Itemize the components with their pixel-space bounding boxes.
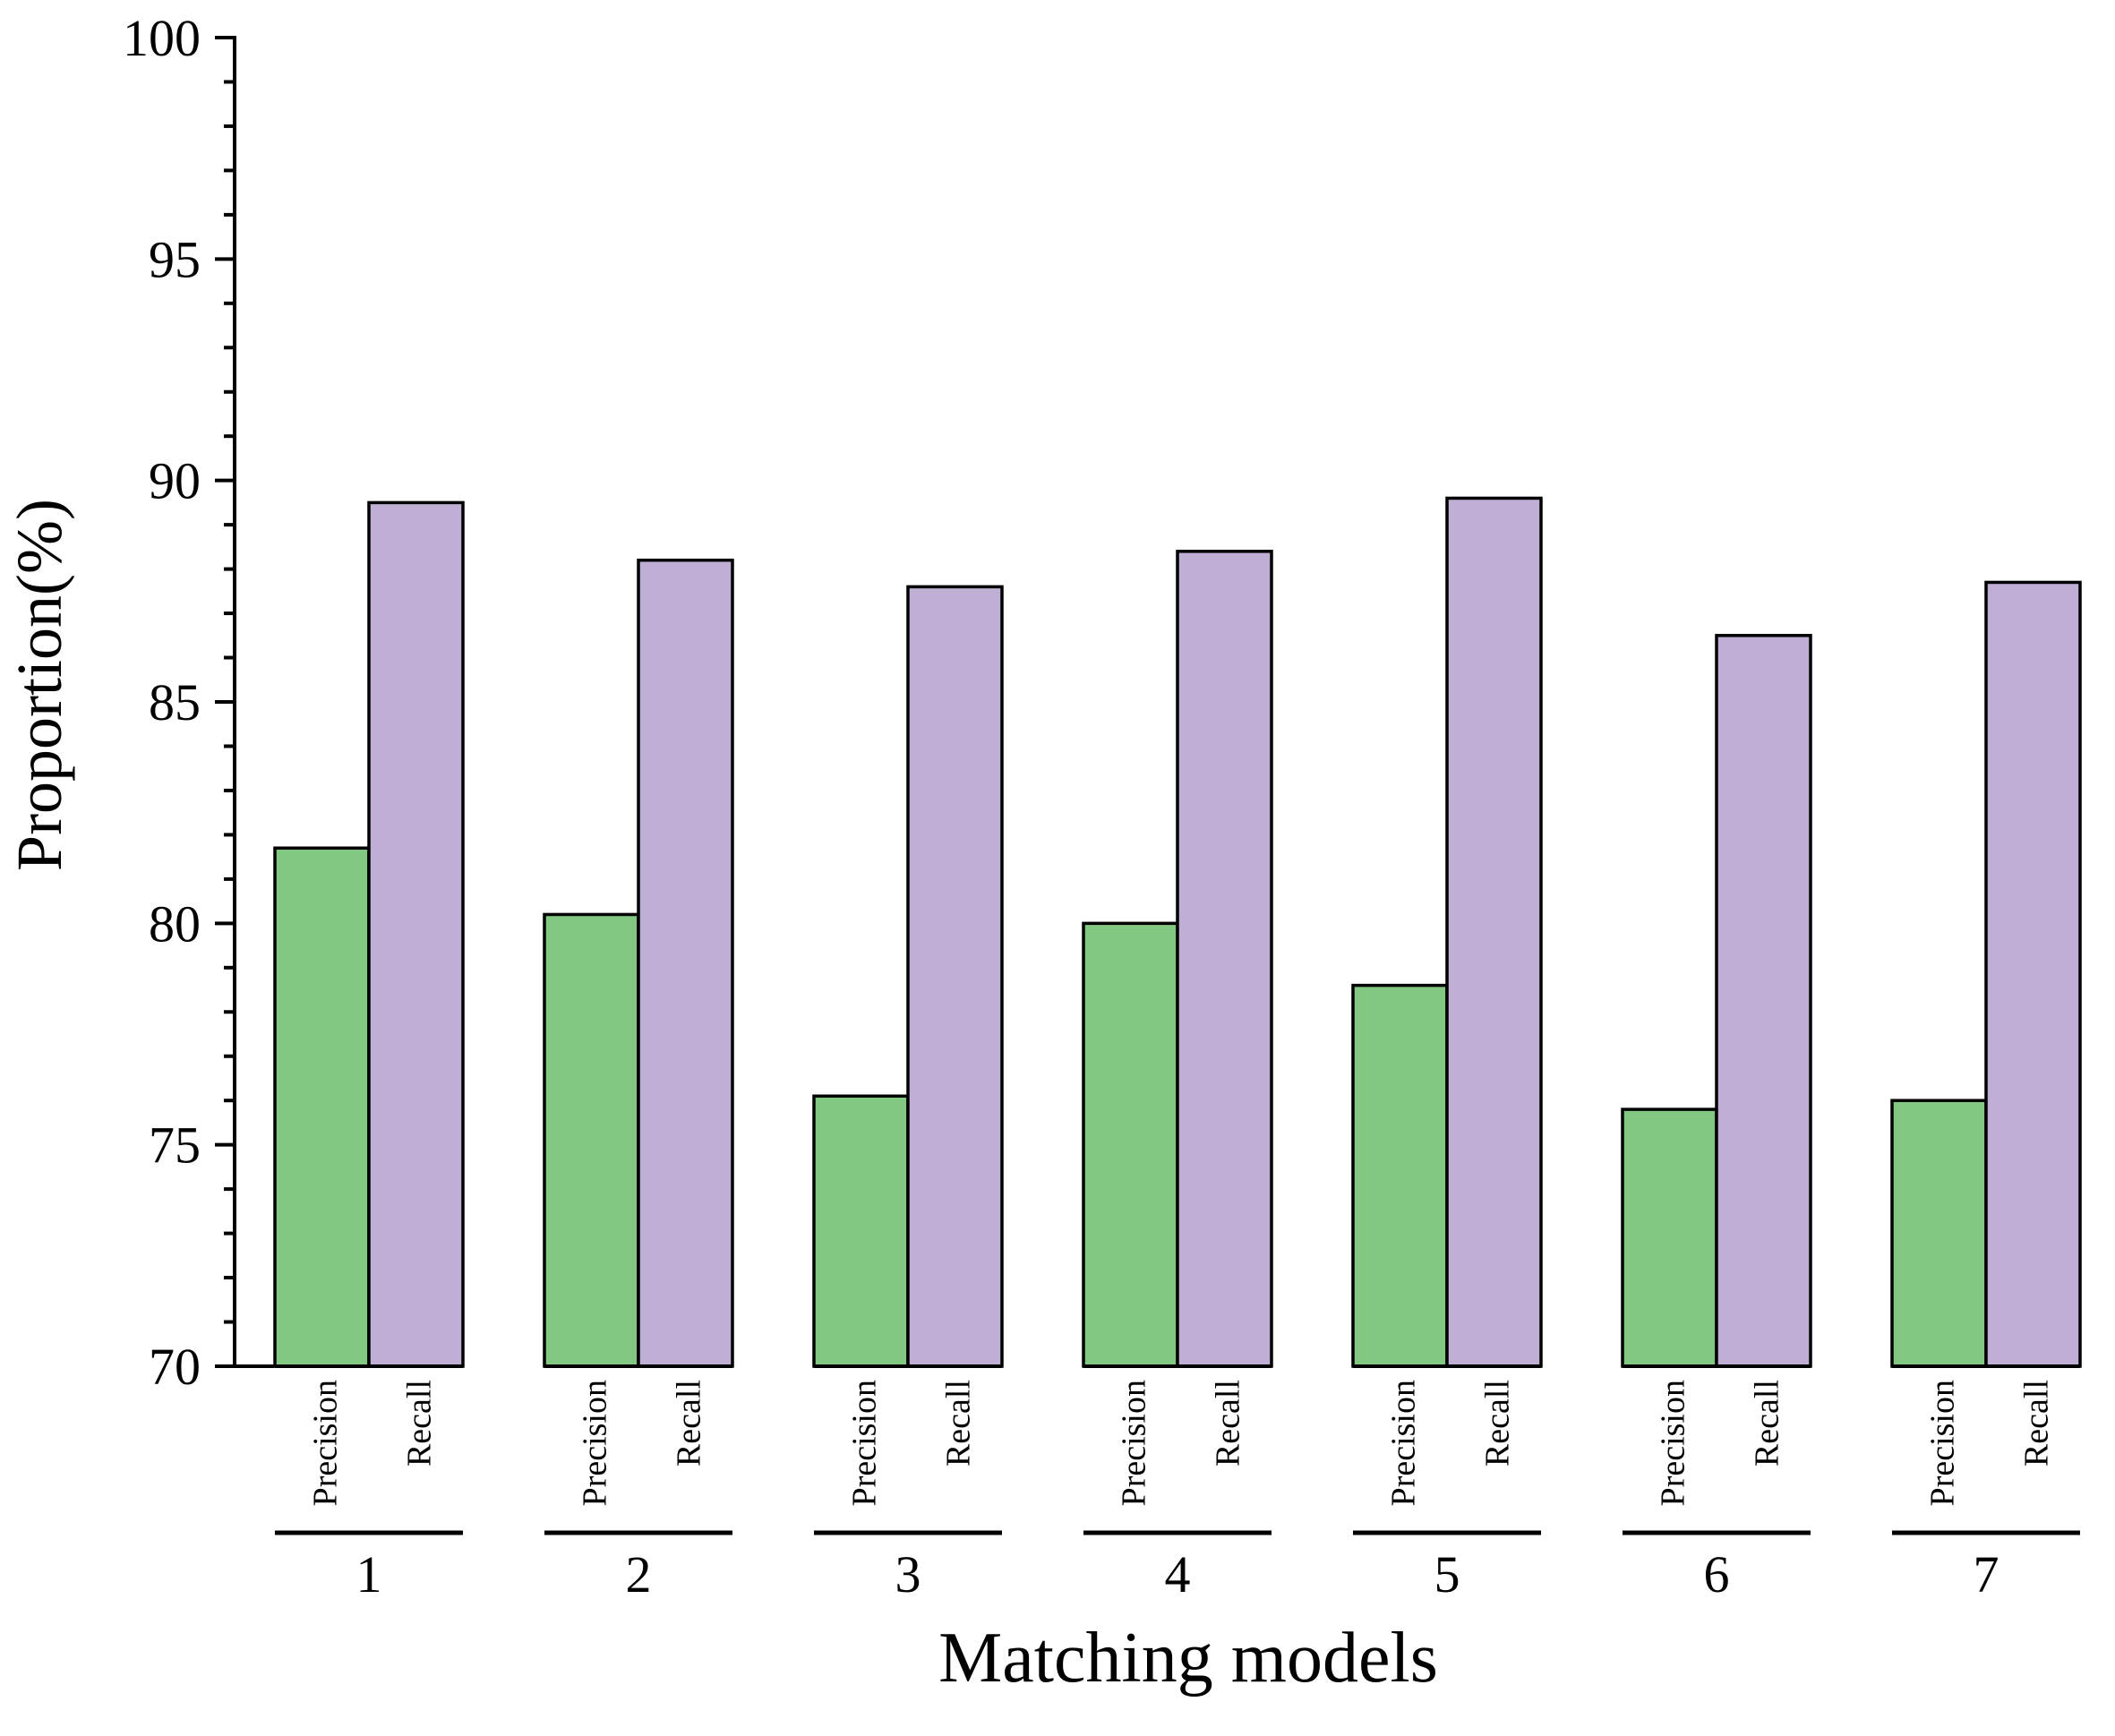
- x-axis-title: Matching models: [938, 1619, 1438, 1698]
- bar-precision-7: [1890, 1099, 1988, 1368]
- y-tick-label: 70: [149, 1338, 201, 1396]
- bar-precision-3: [812, 1094, 910, 1368]
- bar-group-1: [273, 500, 465, 1368]
- bar-group-4: [1082, 550, 1273, 1368]
- bar-precision-2: [543, 912, 640, 1368]
- bar-group-3: [812, 585, 1004, 1368]
- bar-recall-1: [367, 500, 465, 1368]
- bar-label-precision-2: Precision: [577, 1380, 614, 1506]
- bar-label-recall-1: Recall: [401, 1380, 439, 1467]
- y-tick-label: 95: [149, 230, 201, 288]
- bar-label-recall-6: Recall: [1749, 1380, 1786, 1467]
- bar-label-recall-4: Recall: [1210, 1380, 1247, 1467]
- y-tick-label: 75: [149, 1116, 201, 1175]
- bar-label-recall-7: Recall: [2018, 1380, 2056, 1467]
- bar-group-7: [1890, 580, 2082, 1368]
- y-tick-label: 85: [149, 673, 201, 731]
- bar-label-precision-1: Precision: [307, 1380, 345, 1506]
- bar-recall-5: [1445, 496, 1543, 1368]
- bars: [273, 496, 2082, 1368]
- bar-label-precision-7: Precision: [1924, 1380, 1962, 1506]
- bar-label-precision-5: Precision: [1385, 1380, 1423, 1506]
- category-label-6: 6: [1704, 1545, 1730, 1603]
- bar-label-precision-4: Precision: [1116, 1380, 1153, 1506]
- bar-group-2: [543, 558, 734, 1368]
- bar-recall-3: [906, 585, 1004, 1368]
- bar-label-recall-2: Recall: [671, 1380, 708, 1467]
- bar-recall-4: [1176, 550, 1273, 1368]
- category-label-3: 3: [895, 1545, 921, 1603]
- bar-precision-1: [273, 846, 371, 1368]
- bar-label-recall-3: Recall: [940, 1380, 978, 1467]
- bar-precision-4: [1082, 921, 1179, 1368]
- category-label-1: 1: [356, 1545, 382, 1603]
- y-tick-label: 100: [123, 9, 201, 67]
- bar-group-5: [1351, 496, 1543, 1368]
- bar-group-6: [1621, 634, 1812, 1368]
- category-label-2: 2: [626, 1545, 652, 1603]
- bar-label-precision-6: Precision: [1655, 1380, 1692, 1506]
- y-tick-label: 80: [149, 894, 201, 953]
- bar-label-precision-3: Precision: [846, 1380, 884, 1506]
- bar-recall-2: [637, 558, 734, 1368]
- y-axis-title: Proportion(%): [4, 499, 75, 871]
- category-label-7: 7: [1974, 1545, 1999, 1603]
- category-label-5: 5: [1434, 1545, 1460, 1603]
- category-label-4: 4: [1165, 1545, 1191, 1603]
- y-axis: 70 75 80 85 90 95 100: [123, 9, 274, 1396]
- y-tick-label: 90: [149, 452, 201, 510]
- bar-recall-6: [1715, 634, 1812, 1368]
- x-axis-labels: Precision Recall 1 Precision Recall 2 Precisio…: [275, 1380, 2080, 1603]
- bar-precision-5: [1351, 983, 1449, 1368]
- bar-recall-7: [1984, 580, 2082, 1368]
- bar-label-recall-5: Recall: [1479, 1380, 1517, 1467]
- bar-precision-6: [1621, 1107, 1718, 1368]
